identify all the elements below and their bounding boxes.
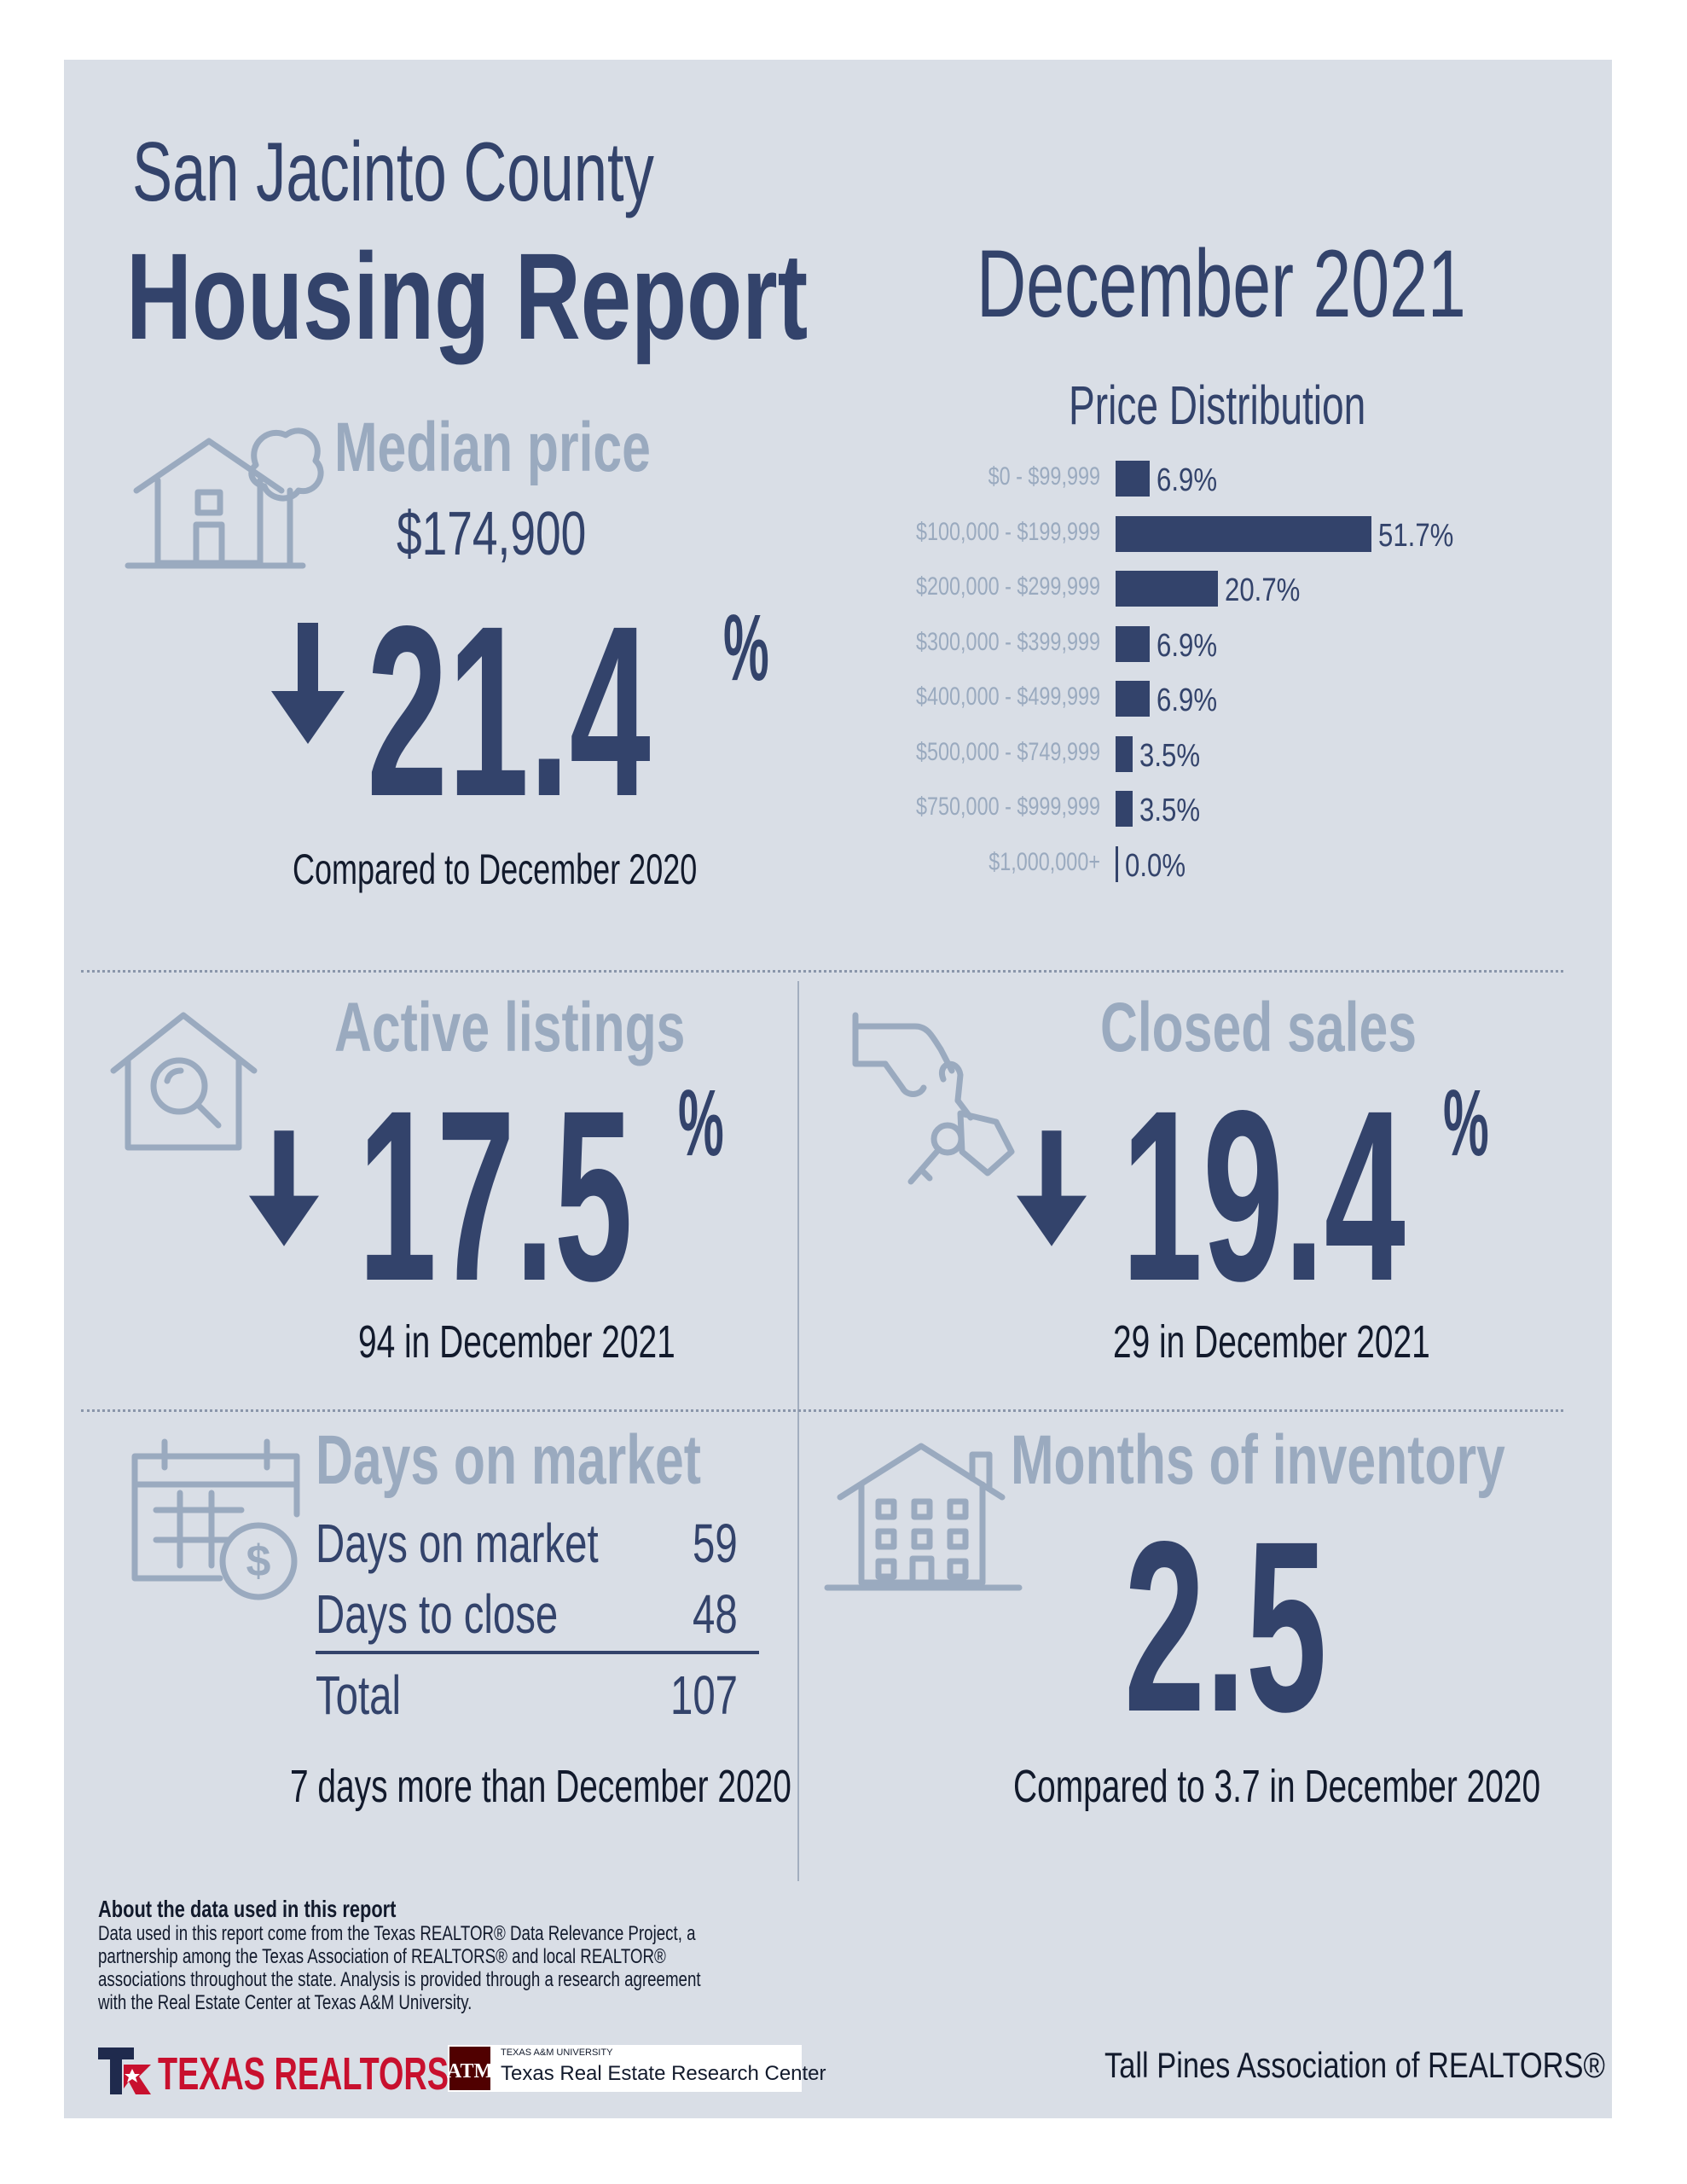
median-price-change: 21.4 xyxy=(367,576,651,847)
price-range-label: $1,000,000+ xyxy=(988,847,1100,876)
closed-sales-change: 19.4 xyxy=(1122,1060,1406,1332)
house-search-icon xyxy=(110,1012,258,1151)
texas-realtors-logo-text: TEXAS REALTORS xyxy=(158,2048,449,2100)
price-bar xyxy=(1116,461,1151,497)
down-arrow-icon xyxy=(249,1130,319,1246)
hand-keys-icon xyxy=(852,1012,1015,1185)
price-bar xyxy=(1116,735,1133,772)
price-bar xyxy=(1116,515,1371,552)
divider-2 xyxy=(81,1409,1563,1412)
down-arrow-icon xyxy=(271,623,345,744)
about-line-1: Data used in this report come from the T… xyxy=(98,1922,696,1945)
divider-1 xyxy=(81,970,1563,973)
median-price-percent: % xyxy=(723,595,769,700)
price-bar-value: 6.9% xyxy=(1157,682,1218,718)
dom-row-label: Days on market xyxy=(316,1513,599,1574)
dom-row-value: 59 xyxy=(693,1513,738,1574)
price-bar xyxy=(1116,791,1133,827)
about-line-4: with the Real Estate Center at Texas A&M… xyxy=(98,1991,472,2014)
months-inventory-value: 2.5 xyxy=(1124,1491,1327,1763)
divider-vertical xyxy=(797,981,799,1881)
closed-sales-label: Closed sales xyxy=(1100,989,1417,1066)
report-panel xyxy=(64,60,1612,2118)
price-bar-value: 20.7% xyxy=(1225,572,1301,608)
median-price-comparison: Compared to December 2020 xyxy=(293,845,698,893)
about-line-2: partnership among the Texas Association … xyxy=(98,1945,666,1968)
svg-text:ATM: ATM xyxy=(447,2060,493,2082)
price-range-label: $300,000 - $399,999 xyxy=(916,627,1100,656)
closed-sales-note: 29 in December 2021 xyxy=(1113,1316,1430,1368)
price-distribution-title: Price Distribution xyxy=(1069,375,1366,436)
price-range-label: $100,000 - $199,999 xyxy=(916,517,1100,546)
days-on-market-note: 7 days more than December 2020 xyxy=(290,1761,791,1812)
price-bar-value: 3.5% xyxy=(1139,793,1201,828)
closed-sales-percent: % xyxy=(1443,1071,1489,1176)
association-name: Tall Pines Association of REALTORS® xyxy=(1104,2045,1605,2085)
price-range-label: $500,000 - $749,999 xyxy=(916,737,1100,766)
price-range-label: $400,000 - $499,999 xyxy=(916,682,1100,711)
about-line-3: associations throughout the state. Analy… xyxy=(98,1968,701,1991)
tamu-logo-box xyxy=(448,2045,802,2092)
price-bar-value: 51.7% xyxy=(1378,517,1454,554)
active-listings-percent: % xyxy=(678,1071,724,1176)
report-period: December 2021 xyxy=(977,230,1466,337)
dtc-row-value: 48 xyxy=(693,1583,738,1645)
median-price-label: Median price xyxy=(334,409,651,486)
price-bar xyxy=(1116,625,1151,662)
price-range-label: $750,000 - $999,999 xyxy=(916,793,1100,821)
total-rule xyxy=(316,1651,759,1654)
price-range-label: $0 - $99,999 xyxy=(988,462,1100,491)
calendar-dollar-icon: $ xyxy=(131,1438,300,1600)
months-inventory-note: Compared to 3.7 in December 2020 xyxy=(1013,1761,1541,1812)
days-on-market-label: Days on market xyxy=(316,1421,701,1499)
active-listings-label: Active listings xyxy=(334,989,686,1066)
apartment-building-icon xyxy=(824,1443,1023,1591)
tamu-atm-icon: ATM xyxy=(447,2060,493,2082)
price-bar xyxy=(1116,681,1151,717)
price-bar-value: 6.9% xyxy=(1157,627,1218,664)
down-arrow-icon xyxy=(1017,1130,1087,1246)
price-bar-value: 6.9% xyxy=(1157,462,1218,498)
tamu-logo-mark xyxy=(449,2047,490,2090)
price-bar-value: 3.5% xyxy=(1139,737,1201,774)
price-bar-value: 0.0% xyxy=(1125,847,1186,884)
price-bar xyxy=(1116,571,1219,607)
price-range-label: $200,000 - $299,999 xyxy=(916,572,1100,601)
price-distribution-chart: $0 - $99,999 6.9% $100,000 - $199,999 51.7%… xyxy=(853,452,1535,896)
texas-realtors-logo-icon xyxy=(98,2048,151,2094)
months-inventory-label: Months of inventory xyxy=(1011,1421,1505,1499)
county-title: San Jacinto County xyxy=(132,125,654,218)
report-title: Housing Report xyxy=(126,228,809,365)
total-label: Total xyxy=(316,1664,402,1726)
tamu-small-text: TEXAS A&M UNIVERSITY xyxy=(501,2048,613,2058)
dtc-row-label: Days to close xyxy=(316,1583,559,1645)
median-price-value: $174,900 xyxy=(397,500,587,568)
active-listings-change: 17.5 xyxy=(358,1060,633,1332)
svg-text:$: $ xyxy=(246,1536,271,1586)
house-tree-icon xyxy=(125,427,324,569)
about-title: About the data used in this report xyxy=(98,1896,397,1922)
total-value: 107 xyxy=(670,1664,739,1726)
active-listings-note: 94 in December 2021 xyxy=(358,1316,675,1368)
tamu-center-text: Texas Real Estate Research Center xyxy=(501,2062,826,2085)
price-bar xyxy=(1116,845,1118,882)
